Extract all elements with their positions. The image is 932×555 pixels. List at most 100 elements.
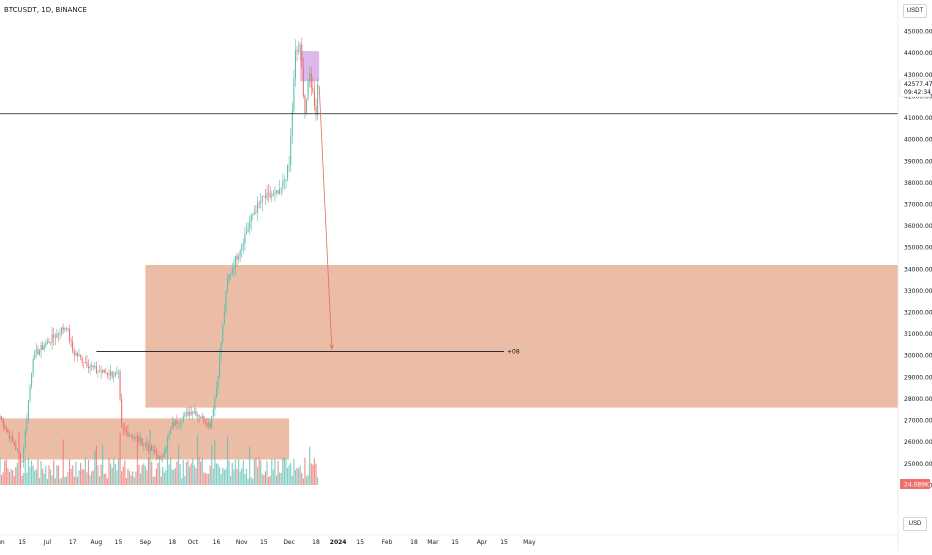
volume-bar — [174, 467, 176, 485]
candle-body — [165, 446, 167, 453]
volume-bar — [70, 468, 72, 485]
candle-body — [141, 438, 143, 446]
currency-bottom-button[interactable]: USD — [903, 517, 927, 531]
candle-body — [160, 456, 162, 457]
price-tick-label: 29000.00 — [904, 374, 932, 381]
time-tick-label: Oct — [188, 539, 199, 546]
candle-body — [37, 349, 39, 355]
volume-bar — [56, 465, 58, 485]
volume-bar — [105, 473, 107, 485]
candle-body — [147, 446, 150, 451]
volume-bar — [152, 476, 154, 485]
volume-bar — [100, 464, 102, 485]
volume-bar — [53, 460, 55, 485]
candle-body — [140, 438, 142, 442]
candle-body — [5, 427, 7, 430]
volume-bar — [19, 461, 22, 485]
volume-bar — [163, 472, 165, 485]
volume-bar — [209, 465, 211, 485]
volume-bar — [223, 469, 225, 485]
volume-bar — [298, 468, 300, 485]
volume-bar — [312, 464, 314, 485]
candle-body — [290, 135, 292, 166]
candle-body — [222, 324, 224, 343]
price-tick-label: 26000.00 — [904, 439, 932, 446]
volume-bar — [27, 457, 30, 485]
candle-body — [100, 371, 102, 373]
candle-body — [173, 422, 175, 426]
volume-bar — [2, 472, 4, 485]
time-tick-label: 15 — [451, 539, 459, 546]
volume-bar — [302, 478, 304, 485]
price-tick-label: 41000.00 — [904, 115, 932, 122]
candle-body — [214, 397, 216, 410]
volume-bar — [23, 472, 25, 485]
volume-bar — [151, 461, 153, 485]
candle-body — [217, 376, 219, 389]
candle-body — [10, 436, 12, 439]
volume-bar — [166, 445, 169, 485]
candle-body — [116, 372, 118, 373]
candle-body — [260, 202, 262, 203]
volume-bar — [154, 476, 156, 485]
volume-bar — [122, 466, 124, 485]
candle-body — [26, 418, 28, 431]
candle-body — [190, 412, 192, 415]
volume-bar — [136, 432, 139, 485]
candle-body — [238, 255, 240, 260]
volume-bar — [263, 475, 265, 485]
volume-bar — [264, 471, 267, 485]
candle-body — [125, 430, 127, 432]
candle-body — [189, 412, 191, 416]
symbol-title[interactable]: BTCUSDT, 1D, BINANCE — [4, 6, 87, 14]
candle-body — [154, 449, 156, 453]
candle-body — [302, 67, 304, 96]
candle-body — [157, 455, 159, 459]
candle-body — [255, 211, 257, 213]
volume-bar — [203, 472, 205, 485]
volume-bar — [266, 461, 268, 485]
time-tick-label: 15 — [260, 539, 268, 546]
price-axis[interactable]: 24000.0025000.0026000.0027000.0028000.00… — [897, 0, 932, 550]
candle-body — [256, 202, 259, 213]
candle-body — [72, 341, 74, 352]
volume-bar — [179, 464, 181, 485]
volume-bar — [193, 465, 195, 485]
candle-body — [21, 461, 23, 462]
volume-bar — [91, 471, 93, 485]
candle-body — [91, 365, 93, 367]
volume-bar — [16, 462, 18, 485]
currency-top-button[interactable]: USDT — [903, 4, 927, 18]
volume-bar — [207, 473, 210, 485]
candle-body — [241, 245, 243, 251]
volume-bar — [79, 463, 82, 485]
candle-body — [94, 366, 96, 368]
candle-body — [234, 256, 236, 268]
time-axis[interactable]: Jun 15 Jul 17 Aug 15 Sep 18 Oct 16 Nov 15 Dec 18 2024 1… — [0, 534, 898, 546]
candle-body — [231, 269, 233, 274]
volume-bar — [155, 468, 158, 485]
candle-body — [215, 388, 218, 398]
volume-bar — [200, 461, 202, 485]
candle-body — [261, 196, 263, 203]
demand-zone-upper — [145, 264, 899, 408]
price-tick-label: 38000.00 — [904, 180, 932, 187]
volume-bar — [184, 475, 186, 485]
candle-body — [301, 44, 303, 68]
candle-body — [176, 420, 178, 424]
candle-body — [27, 400, 29, 419]
volume-bar — [168, 464, 170, 485]
volume-bar — [313, 458, 316, 485]
candle-body — [62, 327, 64, 330]
volume-bar — [43, 473, 45, 485]
candle-body — [277, 190, 279, 194]
volume-bar — [26, 472, 28, 485]
candle-body — [266, 192, 268, 198]
volume-bar — [253, 459, 255, 485]
volume-bar — [190, 463, 192, 485]
volume-bar — [245, 468, 248, 485]
candle-body — [50, 342, 52, 344]
volume-bar — [307, 474, 309, 485]
